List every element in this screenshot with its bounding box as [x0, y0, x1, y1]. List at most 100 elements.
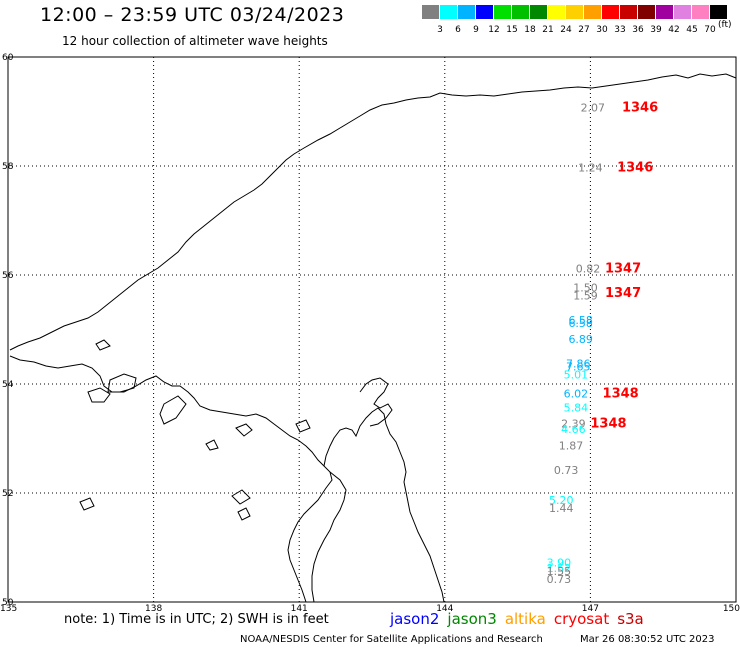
wave-height-value: 5.01	[564, 369, 589, 382]
footer-agency: NOAA/NESDIS Center for Satellite Applica…	[240, 634, 543, 645]
latitude-labels: 60 58 56 54 52 50	[2, 53, 14, 608]
wave-height-value: 5.20	[549, 494, 574, 507]
island-1	[107, 373, 137, 393]
track-time-label: 1346	[617, 160, 653, 175]
colorbar-swatch	[422, 5, 440, 19]
island-4	[95, 339, 111, 351]
footnote: note: 1) Time is in UTC; 2) SWH is in fe…	[64, 612, 329, 627]
track-time-label: 1346	[622, 101, 658, 116]
latitude-label: 50	[2, 598, 14, 608]
longitude-label: 138	[145, 604, 162, 614]
wave-height-value: 4.66	[561, 423, 586, 436]
colorbar-swatch	[566, 5, 584, 19]
colorbar-label: 27	[578, 25, 590, 35]
coastline	[9, 73, 737, 603]
longitude-label: 147	[582, 604, 599, 614]
colorbar-swatch	[512, 5, 530, 19]
colorbar-label: 3	[437, 25, 443, 35]
satellite-legend-item: s3a	[617, 610, 644, 628]
island-5	[235, 423, 253, 437]
colorbar-label: 6	[455, 25, 461, 35]
colorbar-swatch	[458, 5, 476, 19]
wave-height-value: 3.90	[547, 557, 572, 570]
colorbar-label: 70	[704, 25, 716, 35]
island-2	[87, 387, 111, 403]
satellite-legend-item: jason3	[447, 610, 497, 628]
colorbar-label: 36	[632, 25, 644, 35]
latitude-label: 56	[2, 271, 14, 281]
colorbar-label: 39	[650, 25, 662, 35]
colorbar-swatch	[476, 5, 494, 19]
satellite-legend-item: cryosat	[553, 610, 610, 628]
schmidt-peninsula	[359, 377, 393, 427]
map-title: 12:00 – 23:59 UTC 03/24/2023	[40, 4, 345, 26]
graticule	[7, 56, 737, 603]
wave-height-value: 1.52	[547, 562, 572, 575]
wave-height-value: 6.58	[568, 317, 593, 330]
wave-height-value: 2.39	[561, 418, 586, 431]
island-8	[231, 489, 251, 505]
wave-height-value: 6.02	[564, 388, 589, 401]
wave-height-value: 1.87	[559, 439, 584, 452]
colorbar-label: 45	[686, 25, 698, 35]
colorbar-swatch	[674, 5, 692, 19]
track-time-labels: 1346 1346 1347 1347 1348 1348	[590, 101, 658, 432]
satellite-legend: jason2 jason3 altika cryosat s3a	[390, 610, 652, 628]
colorbar-swatch	[530, 5, 548, 19]
colorbar-swatch	[584, 5, 602, 19]
island-6	[205, 439, 219, 451]
wave-height-value: 2.07	[581, 102, 606, 115]
wave-height-value: 6.58	[568, 314, 593, 327]
latitude-label: 58	[2, 162, 14, 172]
colorbar-swatch	[494, 5, 512, 19]
colorbar-swatch	[620, 5, 638, 19]
track-time-label: 1347	[605, 286, 641, 301]
track-time-label: 1347	[605, 261, 641, 276]
colorbar-label: 18	[524, 25, 536, 35]
track-time-label: 1348	[590, 417, 626, 432]
island-9	[237, 507, 251, 521]
colorbar-label: 12	[488, 25, 500, 35]
wave-height-value: 6.89	[568, 333, 593, 346]
longitude-labels: 135 138 141 144 147 150	[0, 604, 740, 614]
shantar-coast	[9, 355, 333, 603]
colorbar-swatch	[638, 5, 656, 19]
map-frame	[7, 56, 737, 603]
colorbar-label: 42	[668, 25, 680, 35]
colorbar-swatch	[656, 5, 674, 19]
island-7	[79, 497, 95, 511]
wave-height-value: 7.86	[566, 358, 591, 371]
map-subtitle: 12 hour collection of altimeter wave hei…	[62, 34, 328, 48]
latitude-label: 54	[2, 380, 14, 390]
longitude-label: 150	[723, 604, 740, 614]
longitude-label: 135	[0, 604, 17, 614]
wave-height-colorbar: 3 6 9 12 15 18 21 24 27 30 33 36 39 42 45 70	[422, 5, 728, 35]
wave-height-value: 1.44	[549, 502, 574, 515]
wave-height-value: 0.73	[547, 573, 572, 586]
satellite-legend-item: jason2	[390, 610, 440, 628]
wave-height-value: 1.24	[578, 161, 603, 174]
latitude-label: 60	[2, 53, 14, 63]
footer-timestamp: Mar 26 08:30:52 UTC 2023	[580, 634, 715, 645]
colorbar-swatch	[548, 5, 566, 19]
colorbar-swatch	[602, 5, 620, 19]
island-10	[295, 419, 311, 433]
colorbar-swatch	[710, 5, 728, 19]
wave-height-observations: 2.071.240.821.501.596.586.586.897.867.65…	[547, 102, 605, 586]
sakhalin-inner	[311, 471, 347, 603]
colorbar-label: 30	[596, 25, 608, 35]
island-3	[159, 395, 187, 425]
wave-height-value: 1.55	[547, 565, 572, 578]
colorbar-unit: (ft)	[718, 20, 732, 30]
colorbar-label: 9	[473, 25, 479, 35]
colorbar-label: 15	[506, 25, 518, 35]
colorbar-label: 21	[542, 25, 554, 35]
wave-height-value: 1.59	[573, 290, 598, 303]
colorbar-swatch	[440, 5, 458, 19]
wave-height-value: 1.50	[573, 281, 598, 294]
colorbar-swatch	[692, 5, 710, 19]
longitude-label: 141	[291, 604, 308, 614]
wave-height-value: 0.73	[554, 464, 579, 477]
sakhalin-north	[323, 407, 445, 603]
wave-height-value: 7.65	[566, 360, 591, 373]
